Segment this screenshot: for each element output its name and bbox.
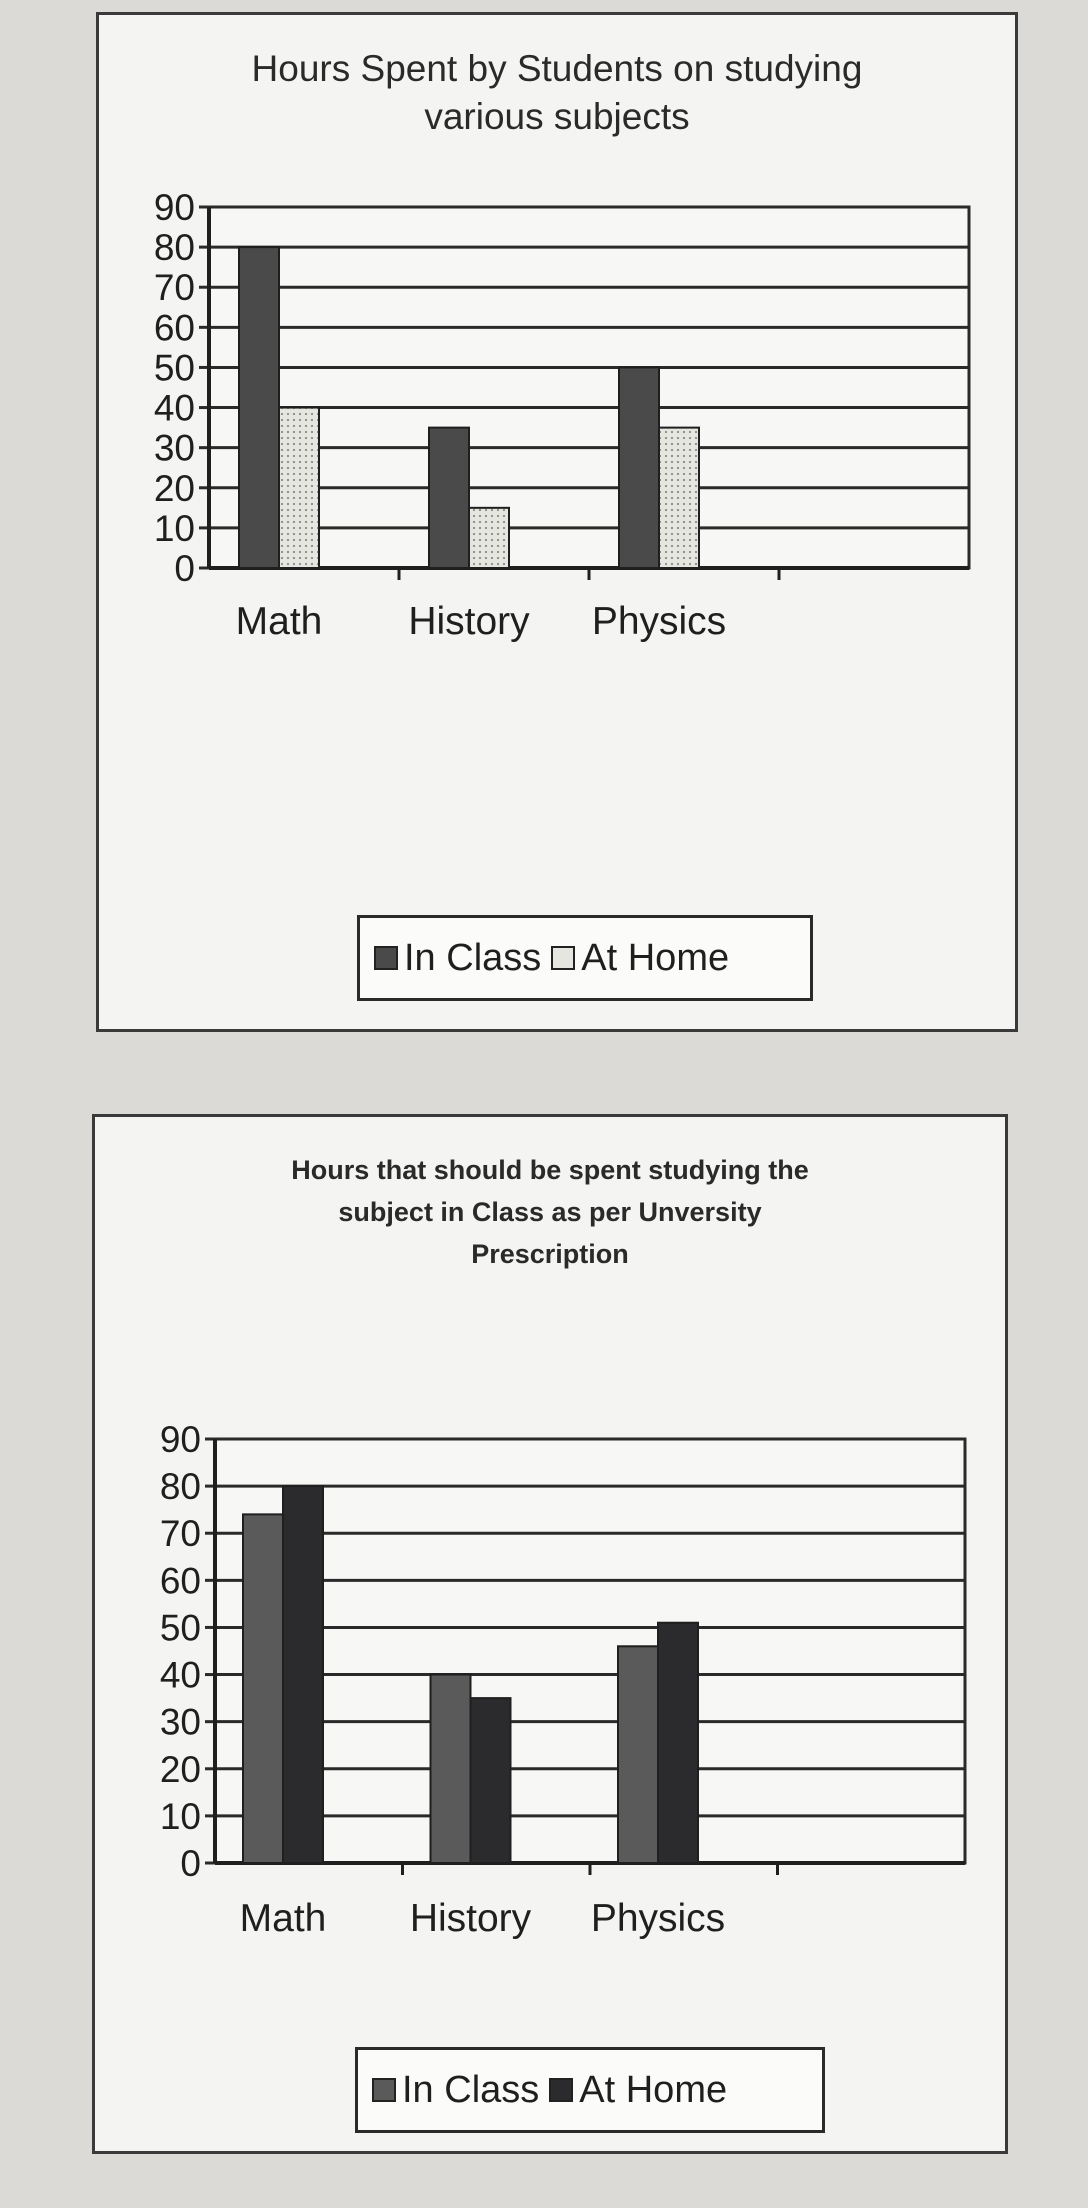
chart-legend: In Class At Home: [355, 2047, 825, 2133]
y-tick-label: 70: [154, 267, 195, 308]
y-tick-label: 80: [154, 227, 195, 268]
y-tick-label: 70: [160, 1513, 201, 1554]
y-tick-label: 0: [180, 1843, 201, 1884]
x-tick-label: History: [408, 600, 530, 643]
bar-at-home-history: [469, 1697, 512, 1864]
legend-item-in-class: In Class: [374, 937, 541, 980]
y-tick-label: 30: [154, 428, 195, 469]
bar-at-home-math: [278, 406, 320, 569]
plot-area: [213, 1437, 967, 1865]
x-tick-label: Math: [236, 600, 323, 643]
x-tick-label: Physics: [591, 1897, 725, 1940]
legend-item-at-home: At Home: [551, 937, 729, 980]
bar-in-class-history: [429, 1673, 472, 1864]
chart-plot: 0 10 20 30 40 50 60 70 80 90 Math History Physics: [160, 1419, 967, 1940]
legend-item-in-class: In Class: [372, 2069, 539, 2112]
y-tick-label: 20: [154, 468, 195, 509]
y-tick-label: 0: [174, 548, 195, 589]
x-tick-label: Math: [240, 1897, 327, 1940]
bar-in-class-math: [242, 1513, 284, 1864]
chart-title: Hours that should be spent studying the …: [291, 1155, 809, 1269]
legend-label-in-class: In Class: [402, 2068, 540, 2111]
bar-in-class-math: [238, 246, 280, 569]
chart-panel-1: Hours Spent by Students on studying vari…: [96, 12, 1018, 1032]
y-tick-label: 60: [160, 1560, 201, 1601]
legend-item-at-home: At Home: [549, 2069, 727, 2112]
bar-at-home-history: [468, 506, 510, 570]
y-tick-label: 40: [154, 388, 195, 429]
bar-at-home-math: [282, 1485, 324, 1864]
bar-in-class-physics: [617, 1645, 659, 1864]
bar-in-class-physics: [618, 366, 660, 570]
plot-area: [207, 205, 971, 570]
legend-swatch-at-home: [549, 2078, 574, 2102]
legend-swatch-in-class: [374, 946, 398, 970]
chart-title: Hours Spent by Students on studying vari…: [251, 48, 863, 137]
chart-legend: In Class At Home: [357, 915, 813, 1001]
y-tick-label: 90: [160, 1419, 201, 1460]
legend-swatch-at-home: [551, 946, 576, 970]
bar-at-home-physics: [657, 1621, 699, 1864]
y-tick-label: 30: [160, 1702, 201, 1743]
bar-at-home-physics: [658, 426, 700, 569]
x-tick-label: Physics: [592, 600, 726, 643]
legend-label-in-class: In Class: [404, 936, 542, 979]
y-tick-label: 60: [154, 307, 195, 348]
x-tick-label: History: [410, 1897, 532, 1940]
legend-label-at-home: At Home: [579, 2068, 728, 2111]
y-tick-label: 90: [154, 187, 195, 228]
y-tick-label: 40: [160, 1655, 201, 1696]
y-tick-label: 50: [160, 1607, 201, 1648]
bar-in-class-history: [428, 426, 470, 569]
y-tick-label: 20: [160, 1749, 201, 1790]
y-tick-label: 50: [154, 347, 195, 388]
y-tick-label: 80: [160, 1466, 201, 1507]
chart-panel-2: Hours that should be spent studying the …: [92, 1114, 1008, 2154]
y-tick-label: 10: [154, 508, 195, 549]
legend-swatch-in-class: [372, 2078, 396, 2102]
legend-label-at-home: At Home: [581, 936, 730, 979]
y-tick-label: 10: [160, 1796, 201, 1837]
